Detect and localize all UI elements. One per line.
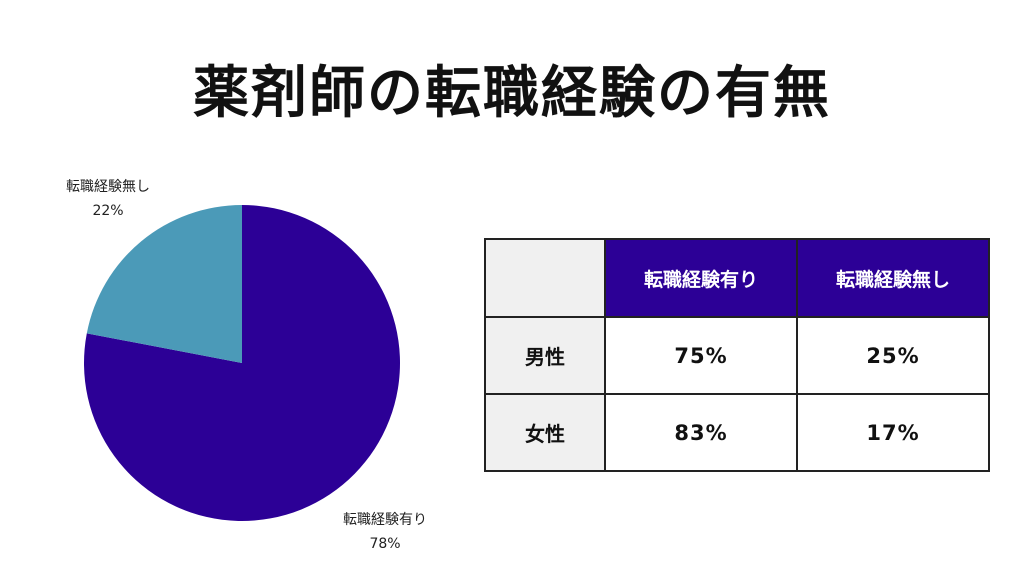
table-header-row: 転職経験有り 転職経験無し — [484, 238, 990, 318]
table-row: 女性 83% 17% — [484, 393, 990, 472]
pie-slice-value-1: 22% — [92, 203, 123, 219]
cell-male-without-experience: 25% — [796, 316, 990, 395]
page-title: 薬剤師の転職経験の有無 — [193, 61, 831, 126]
table-corner-cell — [484, 238, 606, 318]
row-header-male: 男性 — [484, 316, 606, 395]
cell-female-without-experience: 17% — [796, 393, 990, 472]
cell-female-with-experience: 83% — [604, 393, 798, 472]
column-header-without-experience: 転職経験無し — [796, 238, 990, 318]
cell-male-with-experience: 75% — [604, 316, 798, 395]
summary-table: 転職経験有り 転職経験無し 男性 75% 25% 女性 83% 17% — [484, 238, 990, 472]
pie-slice-label-1: 転職経験無し — [66, 179, 150, 195]
pie-slice-1 — [86, 205, 242, 363]
pie-slice-value-0: 78% — [369, 536, 400, 552]
pie-slice-0 — [84, 205, 401, 521]
pie-slice-label-0: 転職経験有り — [343, 512, 427, 528]
table-row: 男性 75% 25% — [484, 316, 990, 395]
column-header-with-experience: 転職経験有り — [604, 238, 798, 318]
pie-chart: 転職経験有り 78% 転職経験無し 22% — [66, 179, 427, 552]
row-header-female: 女性 — [484, 393, 606, 472]
